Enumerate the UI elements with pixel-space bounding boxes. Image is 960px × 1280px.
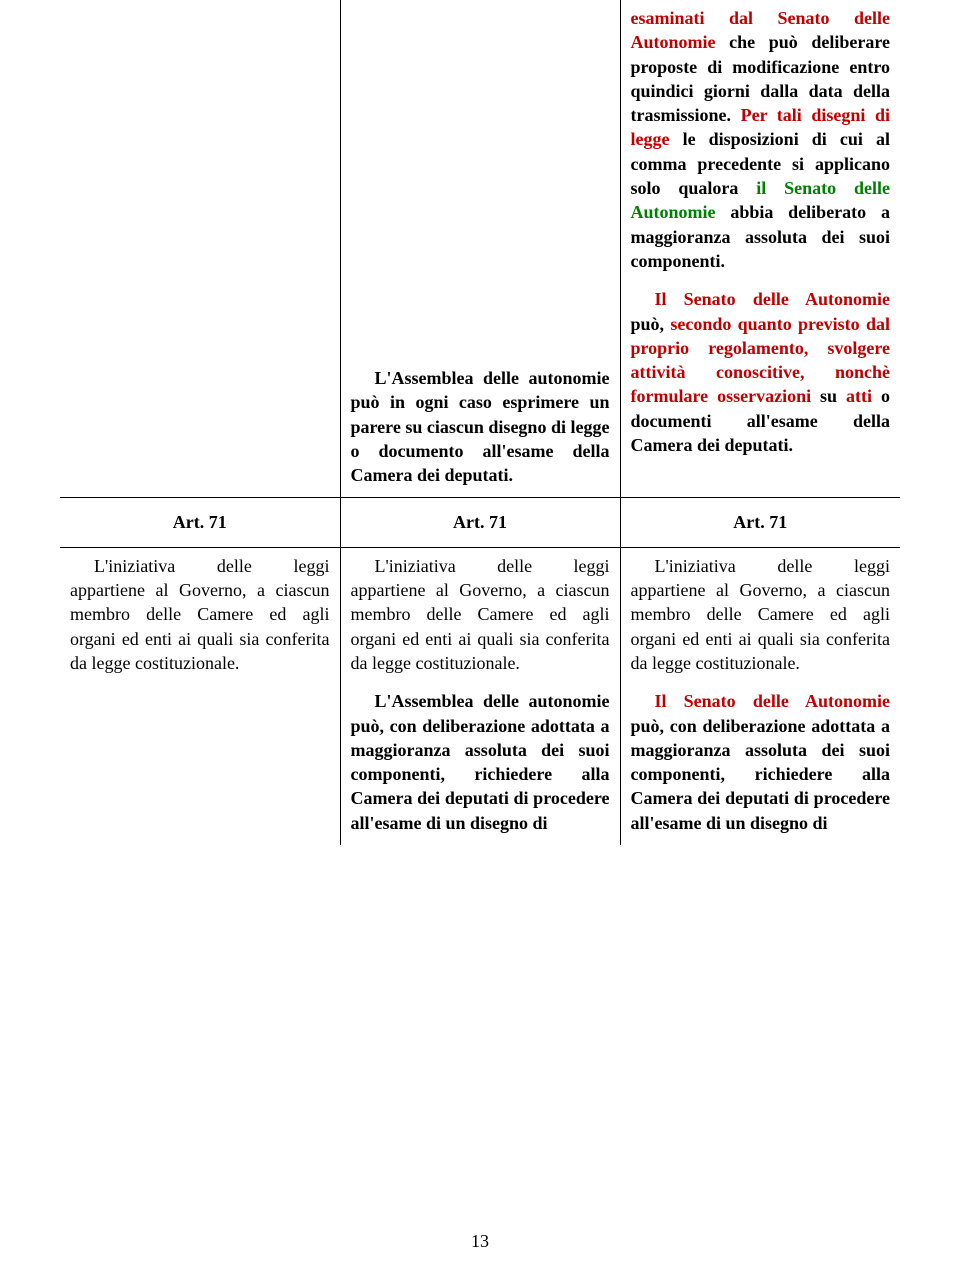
paragraph: L'iniziativa delle leggi appartiene al G… [70,554,330,675]
text: L'Assemblea delle autonomie [375,691,610,711]
text: L'Assemblea delle autonomie [375,368,610,388]
text: può, con deliberazione adottata a maggio… [631,716,891,833]
text-red: Il Senato delle Autonomie [655,691,891,711]
article-heading: Art. 71 [631,504,891,540]
table-row: L'iniziativa delle leggi appartiene al G… [60,547,900,845]
comparison-table: L'Assemblea delle autonomie può in ogni … [60,0,900,845]
paragraph: L'Assemblea delle autonomie può in ogni … [351,366,610,487]
cell-r1-c3: esaminati dal Senato delle Autonomie che… [620,0,900,498]
cell-r2-c1: Art. 71 [60,498,340,547]
cell-r3-c3: L'iniziativa delle leggi appartiene al G… [620,547,900,845]
text: può, con deliberazione adottata a maggio… [351,716,610,833]
cell-r1-c1 [60,0,340,498]
text: su [811,386,846,406]
paragraph: L'Assemblea delle autonomie può, con del… [351,689,610,835]
page-number: 13 [0,1231,960,1252]
page-container: L'Assemblea delle autonomie può in ogni … [0,0,960,845]
paragraph: L'iniziativa delle leggi appartiene al G… [351,554,610,675]
cell-r1-c2: L'Assemblea delle autonomie può in ogni … [340,0,620,498]
paragraph: Il Senato delle Autonomie può, secondo q… [631,287,891,457]
paragraph: Il Senato delle Autonomie può, con delib… [631,689,891,835]
text-red: Il Senato delle Autonomie [655,289,891,309]
cell-r2-c2: Art. 71 [340,498,620,547]
cell-r3-c2: L'iniziativa delle leggi appartiene al G… [340,547,620,845]
article-heading: Art. 71 [351,504,610,540]
paragraph: esaminati dal Senato delle Autonomie che… [631,6,891,273]
text: può in ogni caso esprimere un parere su … [351,392,610,485]
cell-r3-c1: L'iniziativa delle leggi appartiene al G… [60,547,340,845]
cell-r2-c3: Art. 71 [620,498,900,547]
paragraph: L'iniziativa delle leggi appartiene al G… [631,554,891,675]
text: può, [631,314,671,334]
text-red: atti [846,386,872,406]
table-row: L'Assemblea delle autonomie può in ogni … [60,0,900,498]
article-heading: Art. 71 [70,504,330,540]
table-row: Art. 71 Art. 71 Art. 71 [60,498,900,547]
